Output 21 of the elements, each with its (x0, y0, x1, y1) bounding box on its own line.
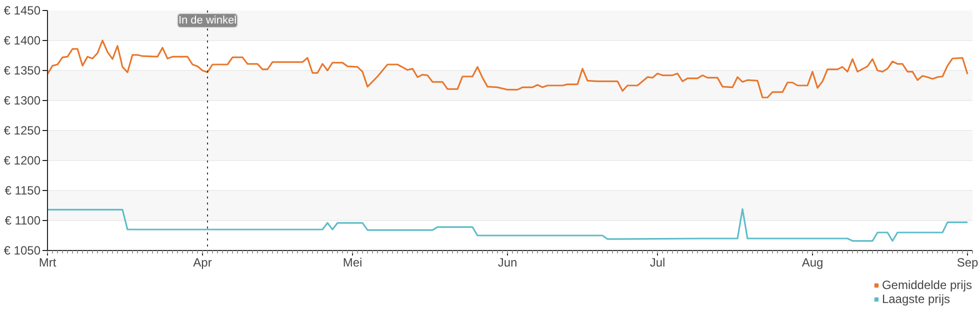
y-tick-label: € 1400 (4, 34, 41, 48)
x-tick-label: Apr (193, 256, 212, 270)
x-tick-label: Mrt (38, 256, 57, 270)
x-tick-label: Jun (498, 256, 518, 270)
y-tick-label: € 1050 (4, 244, 41, 258)
y-tick-label: € 1200 (4, 154, 41, 168)
line-series (48, 40, 968, 98)
y-tick-label: € 1100 (4, 214, 41, 228)
legend-label: Gemiddelde prijs (882, 278, 972, 292)
y-tick-label: € 1250 (4, 124, 41, 138)
line-series (48, 208, 968, 242)
legend-label: Laagste prijs (882, 292, 950, 306)
y-tick-label: € 1150 (4, 184, 41, 198)
x-tick-label: Aug (802, 256, 824, 270)
y-tick-label: € 1450 (4, 4, 41, 18)
ref-line-label: In de winkel (178, 14, 237, 26)
x-tick-label: Jul (650, 256, 666, 270)
y-tick-label: € 1300 (4, 94, 41, 108)
x-tick-label: Sep (956, 256, 978, 270)
y-tick-label: € 1350 (4, 64, 41, 78)
x-tick-label: Mei (342, 256, 362, 270)
